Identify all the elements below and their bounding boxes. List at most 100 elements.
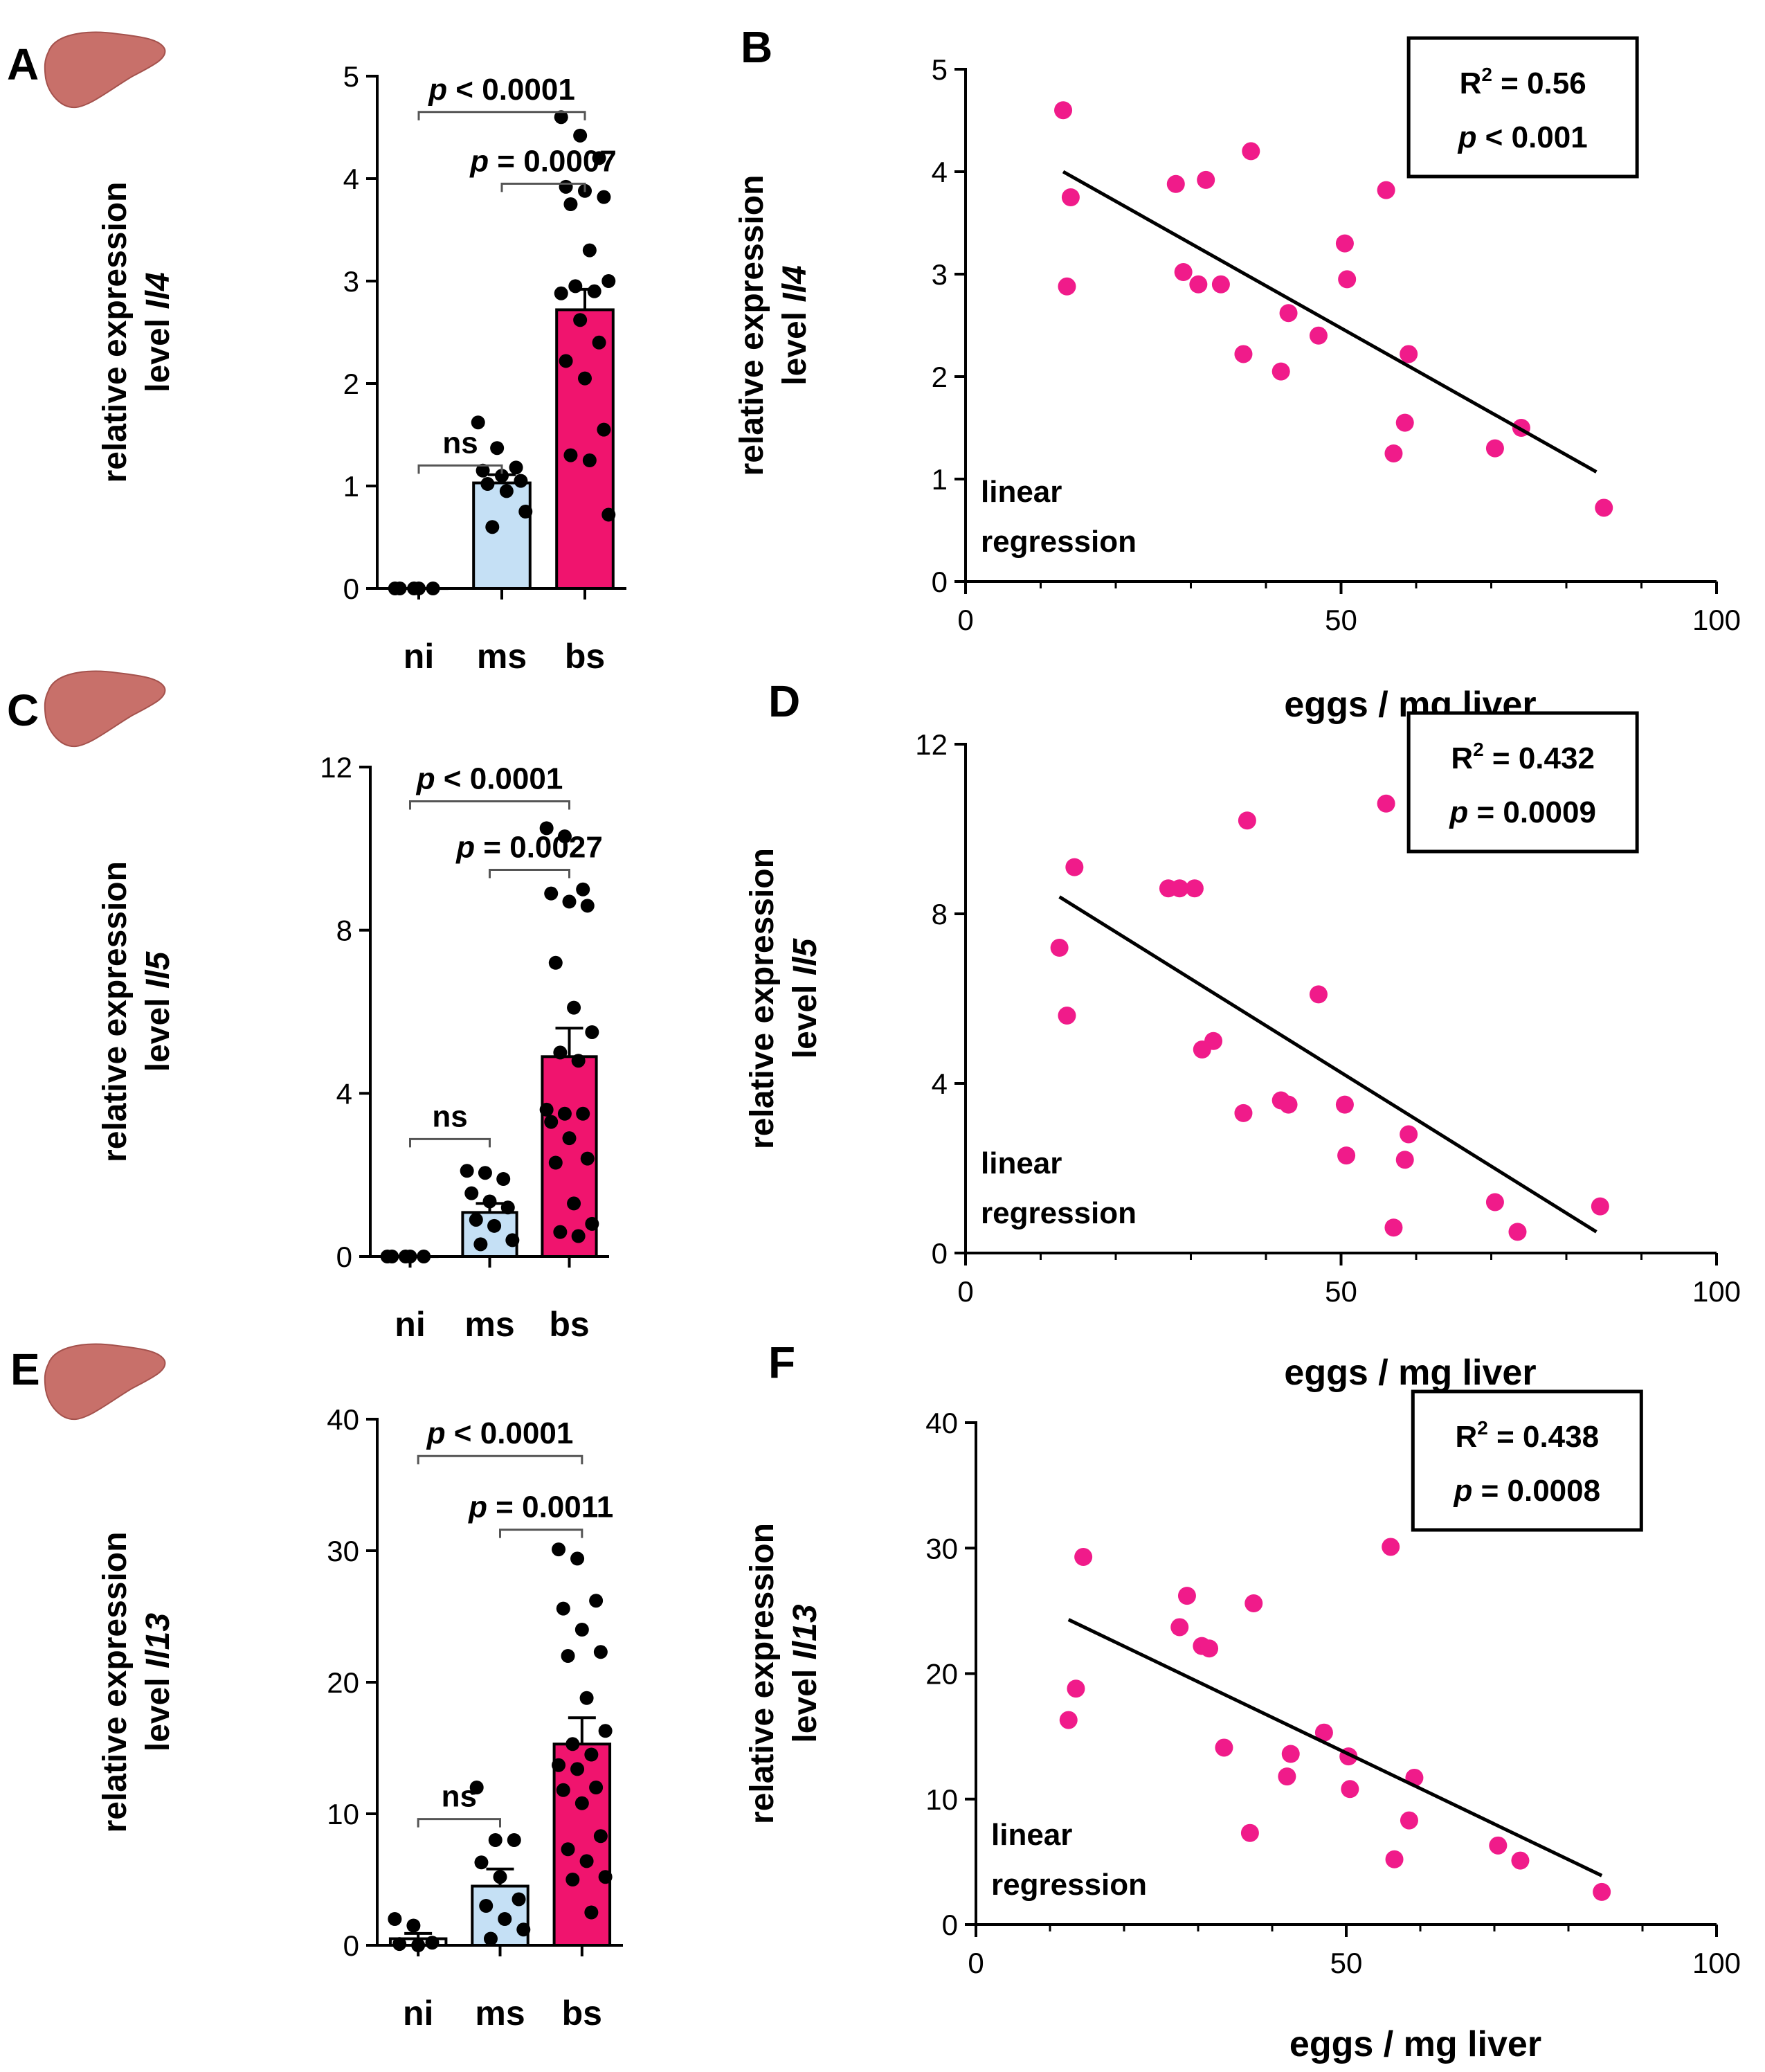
- data-point: [601, 507, 616, 522]
- data-point: [490, 441, 505, 456]
- category-label: ni: [404, 637, 434, 676]
- category-label: bs: [549, 1305, 589, 1344]
- scatter-point: [1200, 1639, 1219, 1658]
- y-axis-label: relative expression level Il4: [97, 182, 176, 483]
- scatter-point: [1385, 1850, 1404, 1868]
- scatter-point: [1204, 1032, 1223, 1050]
- significance-label: ns: [442, 426, 478, 460]
- data-point: [559, 354, 573, 368]
- data-point: [539, 1102, 554, 1117]
- bar-bs: [555, 308, 615, 590]
- scatter-point: [1279, 304, 1298, 323]
- data-point: [493, 1870, 507, 1884]
- data-point: [480, 477, 495, 492]
- y-tick-label: 5: [343, 60, 359, 93]
- data-point: [580, 1151, 595, 1166]
- data-point: [553, 1045, 568, 1060]
- data-point: [548, 955, 563, 970]
- data-point: [563, 197, 578, 211]
- data-point: [514, 474, 528, 488]
- data-point: [488, 1833, 503, 1847]
- data-point: [482, 1194, 497, 1209]
- data-point: [593, 1645, 608, 1659]
- y-tick-label: 2: [343, 368, 359, 400]
- data-point: [565, 1737, 580, 1751]
- x-tick-label: 50: [1330, 1947, 1363, 1979]
- y-tick-label: 12: [320, 751, 352, 784]
- x-tick-label: 100: [1692, 1947, 1741, 1979]
- data-point: [587, 284, 601, 298]
- category-label: ni: [403, 1994, 433, 2033]
- scatter-point: [1384, 444, 1403, 462]
- scatter-point: [1197, 170, 1215, 189]
- y-tick-label: 20: [925, 1658, 958, 1691]
- y-tick-label: 1: [932, 463, 948, 496]
- liver-icon-shape: [44, 670, 166, 748]
- scatter-point: [1174, 263, 1193, 282]
- data-point: [473, 1237, 488, 1252]
- y-tick-label: 40: [925, 1407, 958, 1439]
- data-point: [512, 1892, 526, 1907]
- scatter-point: [1508, 1223, 1527, 1241]
- data-point: [479, 1899, 494, 1913]
- data-point: [576, 882, 590, 897]
- data-point: [406, 1918, 421, 1933]
- y-tick-label: 0: [343, 573, 359, 605]
- data-point: [568, 279, 583, 294]
- y-tick-label: 4: [343, 163, 359, 195]
- data-point: [573, 313, 588, 327]
- scatter-point: [1395, 1151, 1414, 1169]
- data-point: [576, 1106, 590, 1121]
- scatter-point: [1271, 362, 1290, 381]
- category-label: bs: [565, 637, 605, 676]
- scatter-point: [1058, 1007, 1076, 1025]
- significance-bracket: [417, 1454, 583, 1465]
- scatter-point: [1384, 1218, 1403, 1237]
- data-point: [593, 1829, 608, 1844]
- scatter-point: [1335, 1095, 1354, 1114]
- panel-letter: D: [768, 676, 800, 726]
- x-tick-label: 0: [957, 1275, 973, 1308]
- y-tick-label: 20: [327, 1666, 359, 1699]
- stats-box: [1406, 36, 1639, 179]
- y-tick-label: 8: [932, 898, 948, 930]
- scatter-point: [1185, 879, 1204, 898]
- data-point: [570, 1551, 585, 1566]
- scatter-point: [1485, 439, 1504, 458]
- significance-label: ns: [442, 1780, 477, 1814]
- scatter-point: [1054, 101, 1073, 120]
- data-point: [548, 1155, 563, 1170]
- data-point: [574, 1796, 589, 1810]
- liver-icon-shape: [44, 1343, 166, 1421]
- data-point: [544, 1115, 559, 1129]
- bar-ms: [472, 481, 532, 590]
- data-point: [561, 1649, 575, 1663]
- data-point: [478, 1166, 492, 1180]
- scatter-point: [1244, 1594, 1263, 1612]
- scatter-point: [1377, 794, 1395, 813]
- data-point: [562, 1131, 577, 1146]
- y-tick-label: 30: [925, 1532, 958, 1565]
- p-value-label: p = 0.0009: [1449, 795, 1596, 829]
- significance-label: p < 0.0001: [428, 73, 575, 107]
- scatter-point: [1395, 413, 1414, 432]
- y-tick-label: 30: [327, 1535, 359, 1567]
- data-point: [557, 1106, 572, 1121]
- data-point: [565, 1873, 580, 1886]
- data-point: [556, 1601, 570, 1616]
- significance-bracket: [409, 800, 570, 810]
- data-point: [585, 1025, 599, 1039]
- scatter-point: [1279, 1095, 1298, 1114]
- data-point: [425, 1936, 440, 1950]
- significance-bracket: [500, 182, 586, 192]
- data-point: [578, 371, 592, 386]
- y-tick-label: 3: [343, 265, 359, 298]
- y-tick-label: 5: [932, 53, 948, 86]
- significance-label: p = 0.0027: [455, 830, 603, 864]
- data-point: [579, 1691, 594, 1705]
- scatter-point: [1234, 345, 1253, 363]
- regression-line: [1067, 1618, 1603, 1877]
